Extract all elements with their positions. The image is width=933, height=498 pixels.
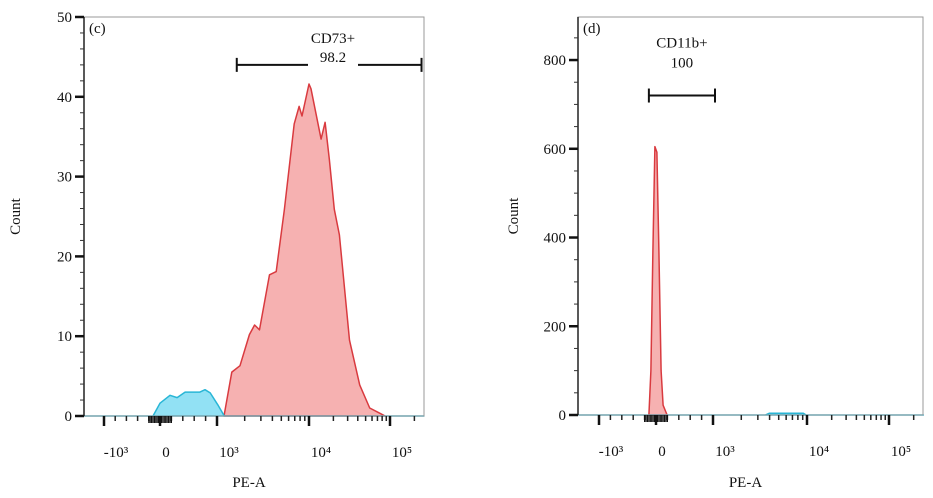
x-tick-label: 10⁵ (392, 445, 412, 461)
x-tick-label: -10³ (599, 444, 624, 460)
x-tick-label: -10³ (104, 445, 129, 461)
gate-percentage: 98.2 (320, 50, 346, 66)
y-tick-label: 30 (57, 170, 72, 186)
y-tick-label: 10 (57, 329, 72, 345)
x-tick-label: 10⁴ (311, 445, 331, 461)
x-tick-label: 10³ (715, 444, 735, 460)
panel-0: 0 10 20 30 40 50 -10³ 0 10³ 10⁴ 10⁵ PE-A Count (c) CD7… (8, 10, 425, 491)
panel-label: (c) (89, 21, 106, 37)
series-0-histogram (648, 145, 668, 416)
x-axis-title: PE-A (729, 475, 763, 491)
x-tick-label: 0 (162, 445, 170, 461)
gate-label-background (308, 56, 358, 71)
panel-label: (d) (583, 21, 601, 37)
y-tick-label: 800 (544, 53, 567, 69)
gate-name: CD73+ (311, 31, 355, 47)
x-tick-label: 10³ (219, 445, 239, 461)
y-axis-title: Count (506, 197, 522, 235)
y-tick-label: 50 (57, 10, 72, 26)
plot-frame (577, 16, 924, 416)
y-tick-label: 600 (544, 142, 567, 158)
y-tick-label: 0 (559, 408, 567, 424)
panel-1: 0 200 400 600 800 -10³ 0 10³ 10⁴ 10⁵ PE-A Count (d) C… (506, 16, 925, 491)
series-0-histogram (223, 83, 386, 417)
gate-name: CD11b+ (656, 36, 707, 52)
y-tick-label: 200 (544, 319, 567, 335)
y-tick-label: 40 (57, 90, 72, 106)
x-tick-label: 10⁴ (809, 444, 829, 460)
x-tick-label: 10⁵ (891, 444, 911, 460)
y-tick-label: 400 (544, 231, 567, 247)
y-tick-label: 20 (57, 249, 72, 265)
y-tick-label: 0 (65, 409, 73, 425)
x-axis-title: PE-A (232, 475, 266, 491)
y-axis-title: Count (8, 197, 24, 235)
x-tick-label: 0 (658, 444, 666, 460)
gate-percentage: 100 (671, 56, 694, 72)
